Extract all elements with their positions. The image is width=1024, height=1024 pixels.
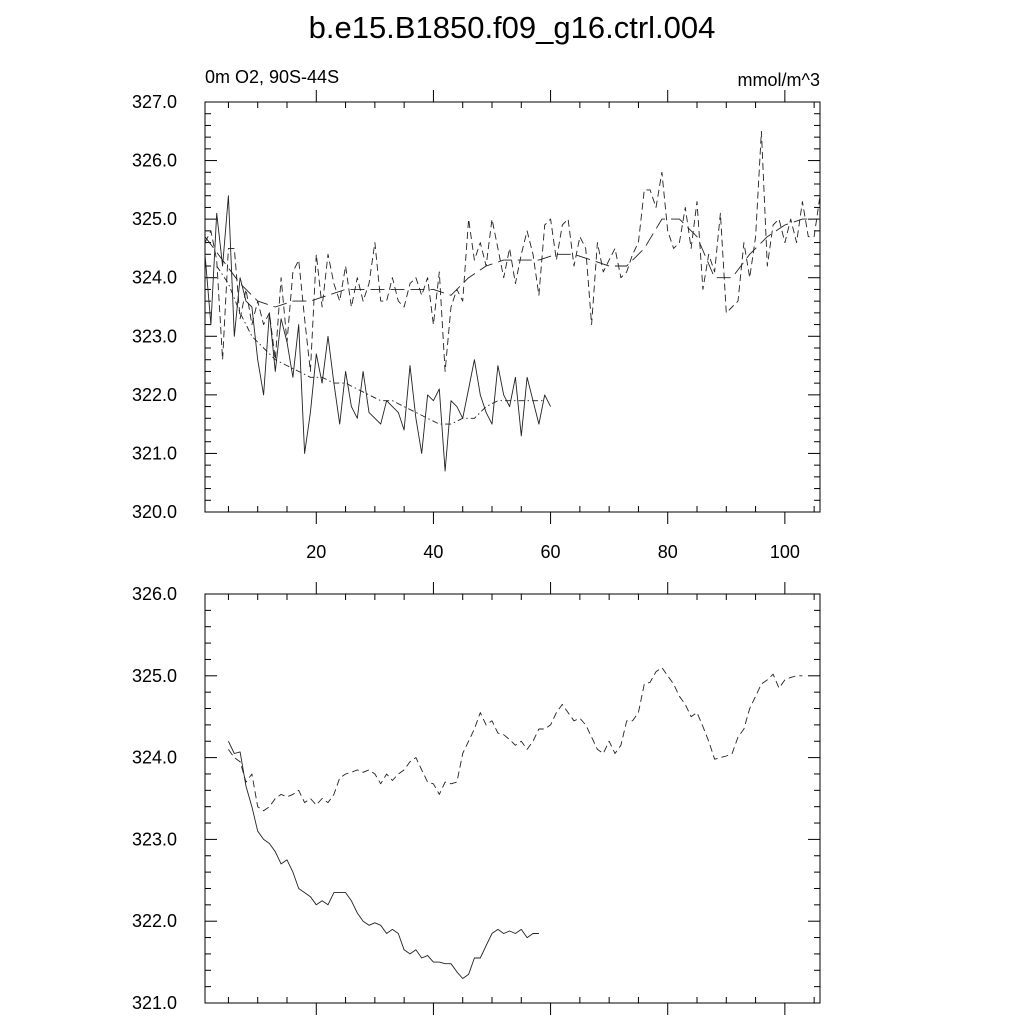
panel2-frame — [204, 593, 821, 1004]
panel2-ytick-label: 325.0 — [132, 666, 177, 686]
panel1-subtitle-left: 0m O2, 90S-44S — [205, 67, 339, 87]
panel1-series-solid-line — [204, 195, 552, 472]
figure-title: b.e15.B1850.f09_g16.ctrl.004 — [309, 10, 716, 45]
top-panel: 320.0 321.0 322.0 323.0 324.0 325.0 326.0 327.0… — [132, 90, 821, 562]
panel2-ytick-label: 322.0 — [132, 911, 177, 931]
panel1-ytick-label: 323.0 — [132, 326, 177, 346]
panel1-xtick-label: 20 — [306, 542, 326, 562]
panel1-ytick-label: 327.0 — [132, 92, 177, 112]
panel1-ytick-label: 325.0 — [132, 209, 177, 229]
panel2-series-solid-line — [227, 741, 539, 979]
panel1-series-longdash-line — [204, 218, 820, 308]
panel1-ytick-label: 320.0 — [132, 502, 177, 522]
panel1-xtick-label: 100 — [770, 542, 800, 562]
panel1-xtick-label: 60 — [541, 542, 561, 562]
panel1-xtick-label: 80 — [658, 542, 678, 562]
panel1-xtick-label: 40 — [423, 542, 443, 562]
panel1-series-dashed-line — [204, 130, 821, 372]
panel1-ytick-label: 321.0 — [132, 443, 177, 463]
panel2-ytick-label: 321.0 — [132, 993, 177, 1013]
panel1-ytick-label: 322.0 — [132, 385, 177, 405]
panel1-ytick-label: 326.0 — [132, 151, 177, 171]
panel1-frame — [204, 101, 821, 513]
panel2-ytick-label: 323.0 — [132, 829, 177, 849]
panel2-series-dashed-line — [228, 667, 803, 812]
panel1-ytick-label: 324.0 — [132, 268, 177, 288]
panel1-subtitle-right: mmol/m^3 — [738, 70, 820, 90]
panel2-ytick-label: 324.0 — [132, 748, 177, 768]
panel2-ytick-label: 326.0 — [132, 584, 177, 604]
bottom-panel: 321.0 322.0 323.0 324.0 325.0 326.0 — [132, 582, 821, 1015]
